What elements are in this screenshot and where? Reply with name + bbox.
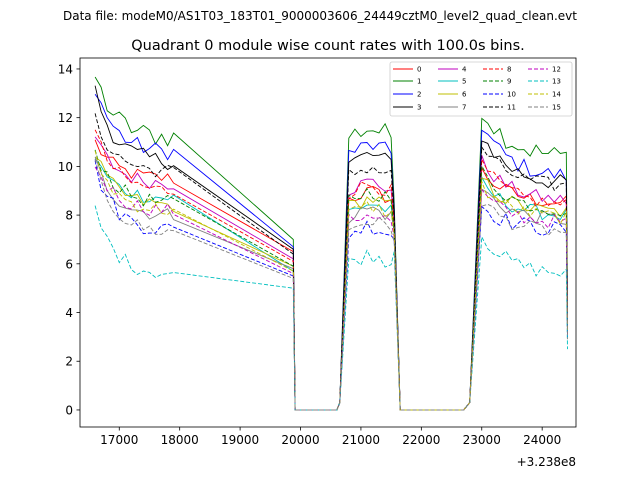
y-tick-label: 12 <box>58 111 73 125</box>
series-layer <box>94 76 568 411</box>
series-line-15 <box>94 158 568 411</box>
legend-label-6: 6 <box>462 91 467 99</box>
series-line-9 <box>94 149 568 411</box>
x-axis: 17000 18000 19000 20000 21000 22000 23000 24000 <box>100 427 561 447</box>
series-line-14 <box>94 150 568 411</box>
y-tick-label: 10 <box>58 160 73 174</box>
x-tick-label: 22000 <box>402 433 440 447</box>
series-line-3 <box>94 85 568 411</box>
y-axis: 0 2 4 6 8 10 12 14 <box>58 62 80 417</box>
series-line-10 <box>94 160 568 411</box>
series-line-2 <box>94 93 568 411</box>
series-line-13 <box>94 205 568 411</box>
legend-label-9: 9 <box>507 78 511 86</box>
x-offset-label: +3.238e8 <box>517 455 576 469</box>
legend-label-11: 11 <box>507 104 516 112</box>
chart-title: Quadrant 0 module wise count rates with … <box>131 38 525 54</box>
legend-label-8: 8 <box>507 66 511 74</box>
y-tick-label: 0 <box>65 403 73 417</box>
legend-label-13: 13 <box>552 78 561 86</box>
x-tick-label: 17000 <box>100 433 138 447</box>
legend-label-0: 0 <box>417 66 421 74</box>
series-line-5 <box>94 158 568 411</box>
x-tick-label: 24000 <box>523 433 561 447</box>
series-line-1 <box>94 76 568 411</box>
series-line-8 <box>94 129 568 411</box>
series-line-7 <box>94 156 568 411</box>
legend-label-12: 12 <box>552 66 561 74</box>
x-tick-label: 23000 <box>463 433 501 447</box>
y-tick-label: 2 <box>65 355 73 369</box>
legend-label-4: 4 <box>462 66 467 74</box>
legend-label-14: 14 <box>552 91 561 99</box>
series-line-11 <box>94 113 568 411</box>
x-tick-label: 18000 <box>161 433 199 447</box>
legend-label-3: 3 <box>417 104 421 112</box>
legend-label-2: 2 <box>417 91 421 99</box>
legend-label-15: 15 <box>552 104 561 112</box>
legend-label-10: 10 <box>507 91 516 99</box>
x-tick-label: 20000 <box>281 433 319 447</box>
plot-area: 17000 18000 19000 20000 21000 22000 23000 24000… <box>58 57 577 469</box>
y-tick-label: 6 <box>65 257 73 271</box>
y-tick-label: 8 <box>65 209 73 223</box>
legend-label-5: 5 <box>462 78 466 86</box>
x-tick-label: 21000 <box>342 433 380 447</box>
legend-label-1: 1 <box>417 78 421 86</box>
legend-label-7: 7 <box>462 104 466 112</box>
series-line-6 <box>94 156 568 411</box>
x-tick-label: 19000 <box>221 433 259 447</box>
axes-frame <box>79 57 577 428</box>
y-tick-label: 14 <box>58 62 73 76</box>
series-line-0 <box>94 139 568 411</box>
series-line-12 <box>94 166 568 411</box>
figure-suptitle: Data file: modeM0/AS1T03_183T01_90000036… <box>63 9 577 23</box>
y-tick-label: 4 <box>65 306 73 320</box>
legend-box <box>389 61 573 117</box>
